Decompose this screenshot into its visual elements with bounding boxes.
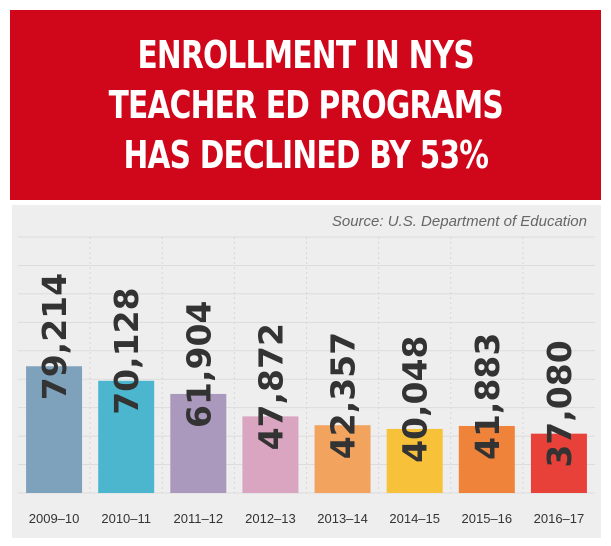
category-label-1: 2010–11 xyxy=(101,511,151,526)
value-label-0: 79,214 xyxy=(35,273,74,400)
bar-7 xyxy=(530,433,587,493)
category-label-3: 2012–13 xyxy=(245,511,296,526)
bar-6 xyxy=(458,425,515,493)
value-label-2: 61,904 xyxy=(179,301,218,428)
chart-area: Source: U.S. Department of Education 79,… xyxy=(12,205,601,538)
bar-5 xyxy=(386,428,443,493)
value-label-5: 40,048 xyxy=(396,336,435,463)
bar-4 xyxy=(314,425,371,493)
value-label-3: 47,872 xyxy=(251,323,290,450)
title-banner: ENROLLMENT IN NYS TEACHER ED PROGRAMS HA… xyxy=(10,10,601,200)
category-label-6: 2015–16 xyxy=(462,511,513,526)
category-label-5: 2014–15 xyxy=(389,511,440,526)
category-label-2: 2011–12 xyxy=(173,511,223,526)
bar-3 xyxy=(242,416,299,493)
title-line-2: TEACHER ED PROGRAMS xyxy=(108,83,503,127)
value-label-4: 42,357 xyxy=(324,332,363,459)
category-label-4: 2013–14 xyxy=(317,511,368,526)
bar-2 xyxy=(170,393,227,493)
bar-1 xyxy=(98,380,155,493)
value-label-6: 41,883 xyxy=(468,333,507,460)
value-label-7: 37,080 xyxy=(540,340,579,467)
category-label-7: 2016–17 xyxy=(534,511,585,526)
bar-0 xyxy=(26,366,83,493)
bar-chart: 79,214 2009–10 70,128 2010–11 61,904 2011–12 4… xyxy=(18,236,595,526)
category-label-0: 2009–10 xyxy=(29,511,80,526)
source-note: Source: U.S. Department of Education xyxy=(331,213,587,230)
title-line-3: HAS DECLINED BY 53% xyxy=(123,133,489,177)
title-line-1: ENROLLMENT IN NYS xyxy=(137,33,474,77)
value-label-1: 70,128 xyxy=(107,287,146,414)
